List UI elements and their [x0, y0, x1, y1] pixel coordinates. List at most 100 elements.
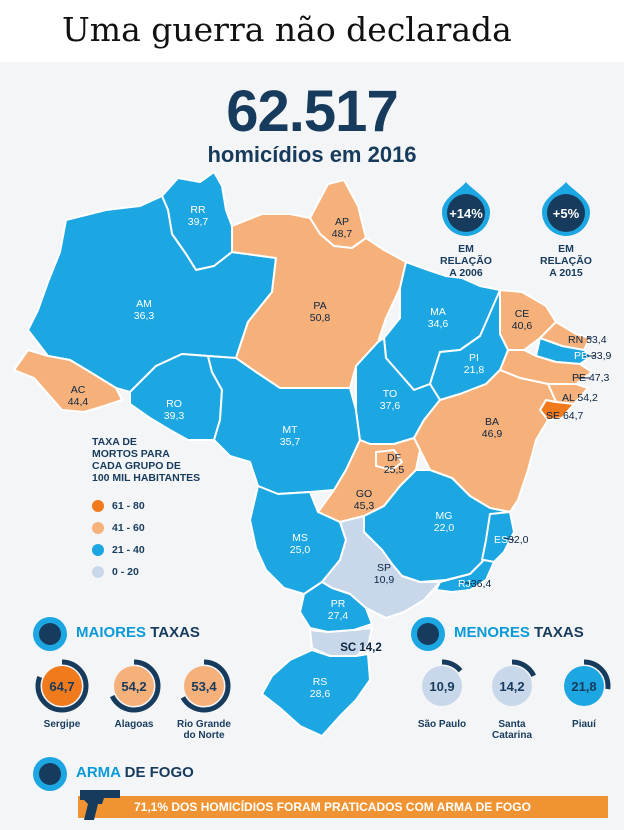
state-label-rj: RJ36,4 [458, 578, 492, 590]
state-label-sc: SC 14,2 [340, 642, 382, 654]
state-rs [261, 649, 371, 737]
section-bullet-icon [33, 617, 67, 651]
rate-ring-lowest: 10,9 São Paulo [414, 658, 474, 730]
ring-fill [422, 666, 462, 706]
ring-label: do Norte [183, 730, 225, 741]
state-label-mg: MG 22,0 [433, 510, 455, 534]
state-label-pe: PE 47,3 [572, 372, 610, 384]
indicator-label-line1: EM RELAÇÃO [440, 243, 492, 267]
state-label-ap: AP 48,7 [331, 216, 353, 240]
indicator-2006: +14% EM RELAÇÃO A 2006 [434, 180, 498, 279]
ring-label: Santa [498, 719, 526, 730]
state-label-al: AL 54,2 [562, 392, 598, 404]
legend-swatch [92, 566, 104, 578]
drop-icon: +14% [442, 182, 490, 236]
ring-fill [184, 666, 224, 706]
state-label-df: DF 25,5 [383, 452, 405, 476]
ring-gauge: 53,4 [177, 659, 231, 713]
state-label-ma: MA 34,6 [427, 306, 449, 330]
ring-value: 64,7 [49, 679, 74, 694]
state-label-sp: SP 10,9 [373, 562, 395, 586]
indicator-label-line1: EM RELAÇÃO [540, 243, 592, 267]
firearm-title: ARMA DE FOGO [76, 764, 194, 781]
ring-gauge: 14,2 [485, 659, 539, 713]
ring-arc [557, 659, 611, 713]
legend-swatch [92, 544, 104, 556]
ring-arc [415, 659, 469, 713]
state-ac [13, 349, 123, 413]
state-pa [231, 213, 407, 389]
legend-title: TAXA DE MORTOS PARA CADA GRUPO DE 100 MI… [92, 436, 201, 484]
ring-label: Piauí [572, 719, 596, 730]
state-label-pi: PI 21,8 [463, 352, 485, 376]
legend-item: 0 - 20 [92, 566, 139, 578]
rate-ring-lowest: 21,8 Piauí [556, 658, 616, 730]
legend-swatch [92, 500, 104, 512]
indicator-label-line2: A 2015 [549, 267, 583, 279]
indicator-2015: +5% EM RELAÇÃO A 2015 [534, 180, 598, 279]
ring-arc [35, 659, 89, 713]
state-pr [299, 581, 373, 633]
rate-ring-highest: 54,2 Alagoas [106, 658, 166, 730]
ring-fill [42, 666, 82, 706]
rate-ring-lowest: 14,2 Santa Catarina [484, 658, 544, 741]
state-label-rs: RS 28,6 [309, 676, 331, 700]
state-label-pa: PA 50,8 [309, 300, 331, 324]
highest-title: MAIORES TAXAS [76, 624, 200, 641]
ring-gauge: 64,7 [35, 659, 89, 713]
legend-item: 61 - 80 [92, 500, 145, 512]
drop-icon: +5% [542, 182, 590, 236]
state-sp [321, 515, 441, 619]
state-label-ro: RO 39,3 [163, 398, 185, 422]
ring-gauge: 21,8 [557, 659, 611, 713]
state-label-to: TO 37,6 [379, 388, 401, 412]
header: Uma guerra não declarada [0, 0, 624, 62]
state-label-ac: AC 44,4 [67, 384, 89, 408]
state-label-rn: RN 53,4 [568, 334, 607, 346]
ring-gauge: 10,9 [415, 659, 469, 713]
ring-fill [114, 666, 154, 706]
state-label-am: AM 36,3 [133, 298, 155, 322]
firearm-bar: 71,1% DOS HOMICÍDIOS FORAM PRATICADOS CO… [78, 796, 608, 818]
ring-value: 14,2 [499, 679, 524, 694]
ring-fill [564, 666, 604, 706]
state-label-mt: MT 35,7 [279, 424, 301, 448]
state-es [481, 511, 515, 563]
state-label-ms: MS 25,0 [289, 532, 311, 556]
ring-label: Alagoas [114, 719, 154, 730]
ring-value: 10,9 [429, 679, 454, 694]
ring-value: 54,2 [121, 679, 146, 694]
firearm-text: 71,1% DOS HOMICÍDIOS FORAM PRATICADOS CO… [134, 800, 531, 814]
legend-item: 21 - 40 [92, 544, 145, 556]
rate-ring-highest: 64,7 Sergipe [34, 658, 94, 730]
indicator-value: +5% [553, 206, 580, 221]
state-rj [435, 559, 495, 593]
ring-label: Sergipe [43, 719, 81, 730]
indicator-label-line2: A 2006 [449, 267, 483, 279]
legend-item: 41 - 60 [92, 522, 145, 534]
indicator-value: +14% [449, 206, 483, 221]
ring-arc [177, 659, 231, 713]
ring-label: Catarina [491, 730, 532, 741]
lowest-title: MAIORESMENORES TAXAS [454, 624, 584, 641]
state-label-se: SE 64,7 [546, 410, 584, 422]
state-label-go: GO 45,3 [353, 488, 375, 512]
state-label-pr: PR 27,4 [327, 598, 349, 622]
ring-value: 53,4 [191, 679, 217, 694]
ring-gauge: 54,2 [107, 659, 161, 713]
ring-arc [485, 659, 539, 713]
total-subtitle: homicídios em 2016 [207, 142, 417, 167]
ring-value: 21,8 [571, 679, 596, 694]
state-label-pb: PB 33,9 [574, 350, 612, 362]
legend-swatch [92, 522, 104, 534]
ring-arc [107, 659, 161, 713]
state-label-ce: CE 40,6 [511, 308, 533, 332]
state-df [375, 449, 403, 471]
section-bullet-icon [33, 757, 67, 791]
ring-label: Rio Grande [177, 719, 231, 730]
total-homicides: 62.517 [226, 79, 398, 144]
pistol-icon [80, 790, 120, 820]
state-label-rr: RR 39,7 [187, 204, 209, 228]
page-title: Uma guerra não declarada [62, 10, 512, 49]
ring-label: São Paulo [417, 719, 467, 730]
